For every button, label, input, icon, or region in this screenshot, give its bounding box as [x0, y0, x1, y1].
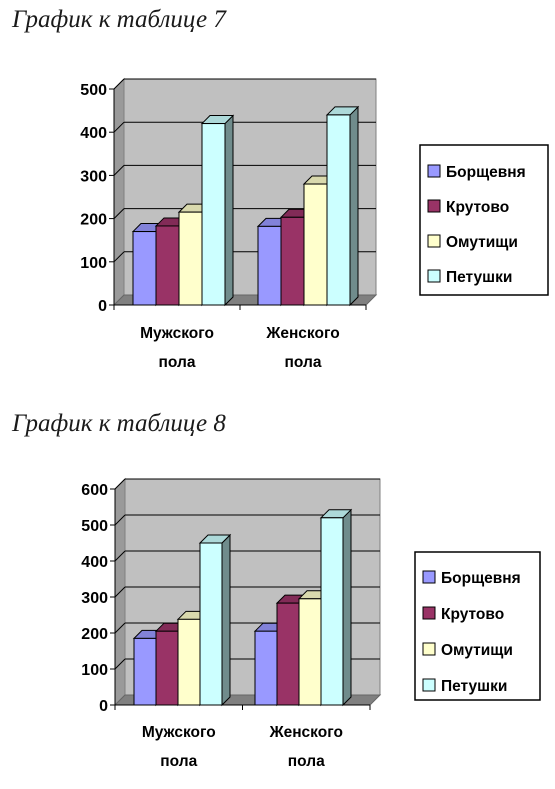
legend-swatch — [427, 234, 441, 248]
bar-front — [298, 598, 322, 706]
x-category-label: Женского — [265, 325, 339, 342]
bar-front — [201, 123, 226, 306]
legend-label: Омутищи — [446, 234, 518, 251]
legend-label: Крутово — [446, 199, 509, 216]
gridline-side — [113, 121, 125, 133]
bar-front — [133, 637, 157, 706]
y-tick-label: 0 — [99, 698, 108, 715]
legend-swatch — [427, 269, 441, 283]
legend-swatch — [422, 642, 436, 656]
bar-side — [221, 533, 231, 707]
y-tick-label: 500 — [80, 82, 107, 99]
x-category-label: пола — [285, 354, 322, 371]
chart-7-title: График к таблице 7 — [12, 6, 226, 33]
y-tick-label: 400 — [81, 554, 108, 571]
legend-box — [414, 551, 541, 701]
gridline-side — [114, 586, 126, 598]
y-tick-label: 100 — [81, 662, 108, 679]
gridline-side — [113, 208, 125, 219]
y-tick-label: 100 — [80, 255, 107, 272]
bar — [198, 533, 232, 707]
y-tick-label: 0 — [98, 298, 107, 315]
bar-front — [326, 114, 351, 306]
bar — [200, 114, 235, 307]
bar — [325, 105, 360, 307]
gridline-side — [114, 478, 126, 490]
legend-swatch — [427, 164, 441, 178]
gridline-side — [114, 658, 126, 670]
legend-swatch — [422, 570, 436, 584]
x-category-label: пола — [160, 753, 197, 770]
bar-front — [177, 618, 201, 706]
bar — [319, 508, 353, 707]
bar-side — [342, 508, 352, 707]
legend-label: Борщевня — [441, 570, 521, 587]
gridline-side — [114, 622, 126, 634]
legend-label: Петушки — [446, 269, 512, 286]
legend-label: Крутово — [441, 606, 504, 623]
legend-label: Петушки — [441, 678, 507, 695]
gridline-side — [113, 251, 125, 263]
y-tick-label: 400 — [80, 125, 107, 142]
x-category-label: Женского — [269, 724, 343, 741]
y-tick-label: 200 — [81, 626, 108, 643]
chart-8-title: График к таблице 8 — [12, 410, 226, 437]
legend-swatch — [422, 678, 436, 692]
y-tick-label: 300 — [81, 590, 108, 607]
x-category-label: Мужского — [142, 724, 216, 741]
x-category-label: пола — [288, 753, 325, 770]
legend-box — [419, 144, 549, 296]
bar-front — [254, 630, 278, 706]
gridline-side — [114, 550, 126, 562]
legend-label: Омутищи — [441, 642, 513, 659]
gridline-side — [113, 78, 125, 90]
bar-front — [155, 630, 179, 706]
legend-label: Борщевня — [446, 164, 526, 181]
gridline-side — [114, 514, 126, 526]
bar-front — [199, 542, 223, 706]
x-category-label: Мужского — [140, 325, 214, 342]
y-tick-label: 200 — [80, 212, 107, 229]
legend-swatch — [422, 606, 436, 620]
y-tick-label: 500 — [81, 518, 108, 535]
bar-front — [320, 517, 344, 706]
gridline-side — [113, 165, 125, 176]
y-tick-label: 300 — [80, 168, 107, 185]
x-category-label: пола — [159, 354, 196, 371]
legend-swatch — [427, 199, 441, 213]
y-tick-label: 600 — [81, 482, 108, 499]
bar-front — [276, 602, 300, 706]
